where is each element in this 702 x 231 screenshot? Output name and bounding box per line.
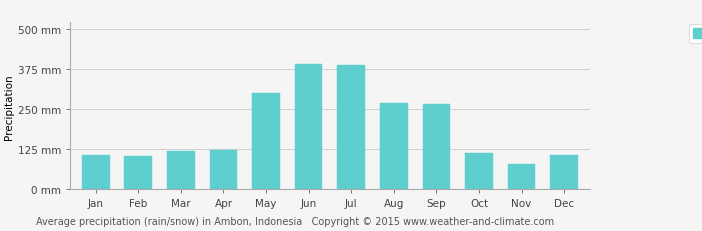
Bar [210, 150, 237, 189]
Bar [124, 156, 152, 189]
Bar [338, 66, 365, 189]
Legend: Precipitation: Precipitation [689, 25, 702, 43]
Bar [82, 155, 110, 189]
Bar [423, 105, 450, 189]
Bar [295, 65, 322, 189]
Bar [380, 103, 408, 189]
Bar [252, 94, 280, 189]
Bar [465, 154, 493, 189]
Bar [508, 164, 536, 189]
Bar [167, 151, 194, 189]
Text: Average precipitation (rain/snow) in Ambon, Indonesia   Copyright © 2015 www.wea: Average precipitation (rain/snow) in Amb… [36, 216, 554, 226]
Bar [550, 155, 578, 189]
Y-axis label: Precipitation: Precipitation [4, 74, 13, 139]
